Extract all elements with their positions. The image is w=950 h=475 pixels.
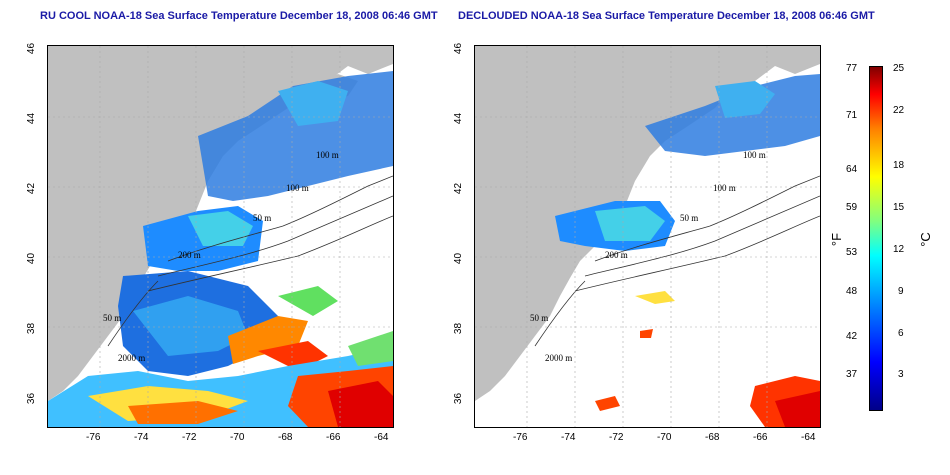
x-tick: -70 bbox=[230, 432, 245, 443]
y-tick: 36 bbox=[26, 392, 38, 405]
f-tick: 53 bbox=[846, 247, 858, 258]
y-tick: 42 bbox=[453, 182, 465, 195]
y-tick: 40 bbox=[453, 252, 465, 265]
c-tick: 6 bbox=[898, 328, 904, 339]
y-tick: 46 bbox=[453, 42, 465, 55]
contour-label-50m: 50 m bbox=[253, 213, 271, 223]
x-tick: -76 bbox=[513, 432, 528, 443]
c-tick: 18 bbox=[893, 160, 905, 171]
y-tick: 38 bbox=[26, 322, 38, 335]
x-tick: -68 bbox=[278, 432, 293, 443]
contour-label-100m-b: 100 m bbox=[286, 183, 309, 193]
y-tick: 38 bbox=[453, 322, 465, 335]
y-tick: 40 bbox=[26, 252, 38, 265]
c-tick: 12 bbox=[893, 244, 905, 255]
fahrenheit-unit-label: °F bbox=[829, 232, 845, 247]
c-tick: 22 bbox=[893, 105, 905, 116]
left-map-title: RU COOL NOAA-18 Sea Surface Temperature … bbox=[40, 10, 438, 22]
y-tick: 44 bbox=[26, 112, 38, 125]
contour-label-100m-a: 100 m bbox=[743, 150, 766, 160]
colorbar bbox=[869, 66, 883, 411]
f-tick: 37 bbox=[846, 369, 858, 380]
x-tick: -64 bbox=[801, 432, 816, 443]
f-tick: 77 bbox=[846, 63, 858, 74]
y-tick: 44 bbox=[453, 112, 465, 125]
y-tick: 46 bbox=[26, 42, 38, 55]
contour-label-2000m: 2000 m bbox=[545, 353, 572, 363]
x-tick: -68 bbox=[705, 432, 720, 443]
c-tick: 25 bbox=[893, 63, 905, 74]
c-tick: 9 bbox=[898, 286, 904, 297]
contour-label-200m: 200 m bbox=[605, 250, 628, 260]
contour-label-2000m: 2000 m bbox=[118, 353, 145, 363]
contour-label-50m-b: 50 m bbox=[103, 313, 121, 323]
x-tick: -76 bbox=[86, 432, 101, 443]
left-sst-map: 100 m 100 m 50 m 200 m 50 m 2000 m bbox=[47, 45, 394, 428]
x-tick: -74 bbox=[134, 432, 149, 443]
celsius-unit-label: °C bbox=[917, 232, 933, 247]
contour-label-100m-b: 100 m bbox=[713, 183, 736, 193]
y-tick: 36 bbox=[453, 392, 465, 405]
contour-label-50m-b: 50 m bbox=[530, 313, 548, 323]
x-tick: -66 bbox=[326, 432, 341, 443]
contour-label-200m: 200 m bbox=[178, 250, 201, 260]
x-tick: -72 bbox=[609, 432, 624, 443]
f-tick: 59 bbox=[846, 202, 858, 213]
f-tick: 42 bbox=[846, 331, 858, 342]
x-tick: -70 bbox=[657, 432, 672, 443]
c-tick: 3 bbox=[898, 369, 904, 380]
f-tick: 64 bbox=[846, 164, 858, 175]
right-map-title: DECLOUDED NOAA-18 Sea Surface Temperatur… bbox=[458, 10, 875, 22]
contour-label-50m: 50 m bbox=[680, 213, 698, 223]
contour-label-100m-a: 100 m bbox=[316, 150, 339, 160]
x-tick: -66 bbox=[753, 432, 768, 443]
x-tick: -74 bbox=[561, 432, 576, 443]
x-tick: -64 bbox=[374, 432, 389, 443]
c-tick: 15 bbox=[893, 202, 905, 213]
right-sst-map: 100 m 100 m 50 m 200 m 50 m 2000 m bbox=[474, 45, 821, 428]
f-tick: 48 bbox=[846, 286, 858, 297]
y-tick: 42 bbox=[26, 182, 38, 195]
x-tick: -72 bbox=[182, 432, 197, 443]
f-tick: 71 bbox=[846, 110, 858, 121]
